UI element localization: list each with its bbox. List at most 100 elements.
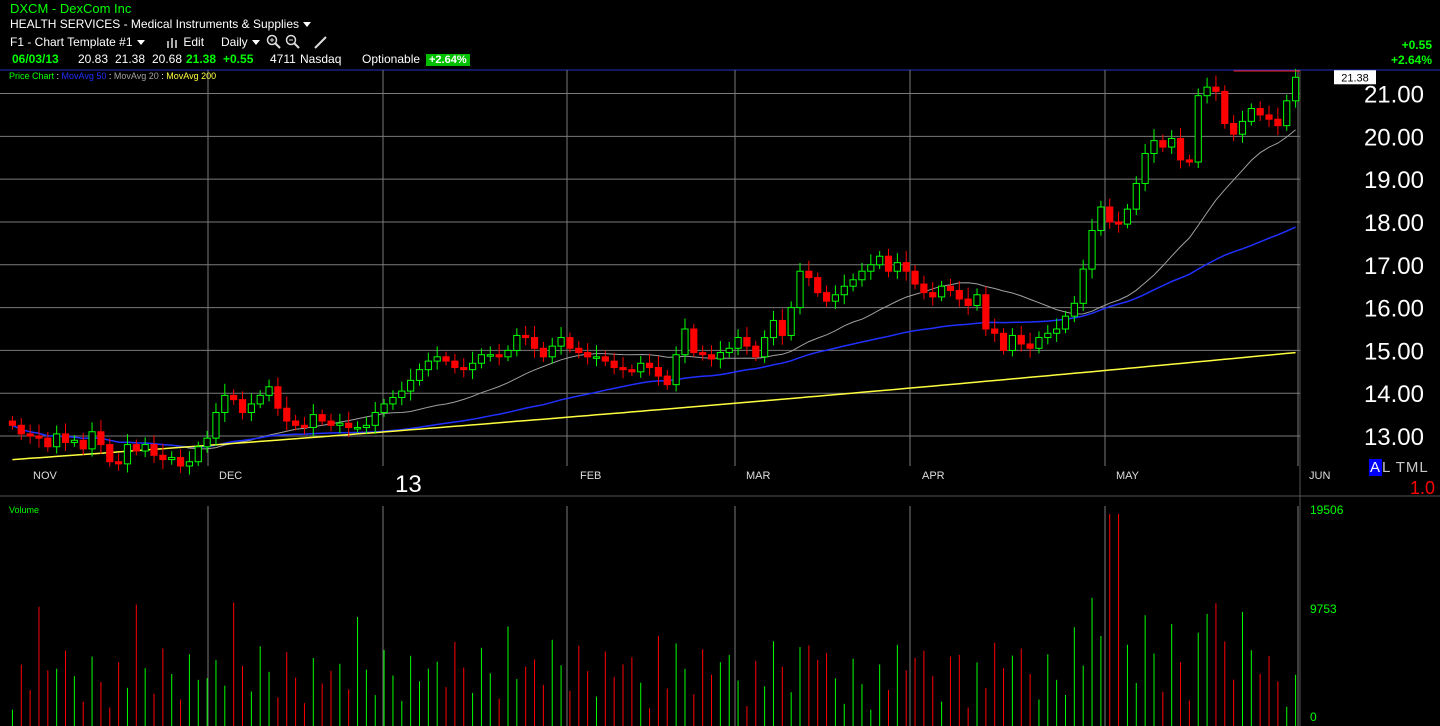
- candle-body: [1185, 159, 1193, 163]
- candle-body: [274, 386, 282, 409]
- candle-body: [893, 262, 901, 272]
- candle-body: [796, 270, 804, 309]
- candle-body: [265, 386, 273, 396]
- zoom-out-button[interactable]: [285, 34, 301, 53]
- candle-body: [575, 347, 583, 354]
- price-tick-label: 14.00: [1364, 381, 1424, 408]
- zoom-in-button[interactable]: [266, 34, 282, 53]
- candle-body: [955, 289, 963, 300]
- pct-change-badge: +2.64%: [426, 52, 470, 67]
- month-label: JUN: [1309, 470, 1330, 482]
- draw-tool-button[interactable]: [313, 34, 329, 53]
- candle-body: [309, 414, 317, 428]
- candle-body: [230, 394, 238, 401]
- candle-body: [1265, 114, 1273, 120]
- candle-body: [663, 375, 671, 386]
- month-label: 13: [395, 471, 422, 498]
- candle-body: [1203, 86, 1211, 97]
- scale-ratio: 1.0: [1410, 478, 1436, 498]
- candle-body: [716, 352, 724, 360]
- edit-button[interactable]: Edit: [166, 35, 204, 49]
- candle-body: [761, 337, 769, 358]
- candle-body: [1194, 95, 1202, 163]
- legend-price: Price Chart: [9, 71, 55, 81]
- price-tick-label: 16.00: [1364, 296, 1424, 323]
- candle-body: [1168, 137, 1176, 148]
- candle-body: [840, 285, 848, 296]
- candle-body: [353, 426, 362, 430]
- last-price-box: [1334, 70, 1376, 85]
- candle-body: [778, 319, 786, 336]
- candle-body: [1053, 328, 1061, 334]
- mode-a[interactable]: A: [1369, 459, 1383, 476]
- candle-body: [1291, 76, 1300, 102]
- candle-body: [858, 270, 866, 281]
- template-dropdown[interactable]: F1 - Chart Template #1: [10, 35, 145, 49]
- symbol-title: DXCM - DexCom Inc: [10, 1, 132, 16]
- chart-header: DXCM - DexCom Inc HEALTH SERVICES - Medi…: [0, 0, 1440, 70]
- candle-body: [938, 285, 946, 298]
- candle-body: [1247, 108, 1255, 122]
- candle-body: [725, 347, 733, 354]
- candle-body: [495, 354, 503, 358]
- chevron-down-icon: [303, 22, 311, 28]
- period-label: Daily: [221, 35, 248, 49]
- candle-body: [743, 337, 751, 347]
- period-dropdown[interactable]: Daily: [221, 35, 260, 49]
- candle-body: [150, 444, 158, 456]
- candle-body: [902, 262, 910, 272]
- candle-body: [876, 255, 884, 266]
- price-tick-label: 17.00: [1364, 253, 1424, 280]
- candle-body: [238, 399, 247, 413]
- optionable-label: Optionable: [362, 52, 421, 66]
- candle-body: [1221, 90, 1229, 125]
- candle-body: [752, 345, 760, 358]
- candle-body: [1017, 334, 1025, 345]
- zoom-out-icon: [285, 34, 300, 49]
- chart-legend: Price Chart : MovAvg 50 : MovAvg 20 : Mo…: [9, 71, 216, 82]
- candle-body: [1159, 140, 1167, 148]
- candle-body: [106, 444, 114, 463]
- legend-ma200: MovAvg 200: [166, 71, 217, 81]
- quote-date: 06/03/13: [12, 52, 59, 66]
- candle-body: [424, 360, 432, 371]
- candle-body: [362, 424, 370, 428]
- candle-body: [468, 362, 477, 371]
- chevron-down-icon: [251, 40, 260, 46]
- volume-tick-label: 0: [1310, 710, 1317, 724]
- candle-body: [221, 394, 229, 413]
- candle-body: [433, 356, 441, 362]
- candle-body: [203, 437, 211, 448]
- price-tick-label: 21.00: [1364, 82, 1424, 109]
- candle-body: [530, 337, 539, 349]
- candle-body: [194, 446, 202, 463]
- side-change: +0.55: [1401, 38, 1432, 52]
- scale-mode-toggles[interactable]: AL TML: [1369, 459, 1429, 476]
- candle-body: [88, 431, 96, 450]
- quote-high: 21.38: [115, 52, 146, 66]
- quote-open: 20.83: [78, 52, 109, 66]
- candle-body: [132, 444, 140, 452]
- candle-body: [1070, 302, 1078, 317]
- candle-body: [1061, 315, 1070, 330]
- candle-body: [867, 264, 875, 272]
- candle-body: [681, 328, 689, 356]
- candle-body: [1079, 268, 1087, 304]
- candle-body: [1114, 221, 1123, 225]
- candle-body: [539, 347, 547, 358]
- price-tick-label: 19.00: [1364, 167, 1424, 194]
- candle-body: [70, 439, 78, 443]
- mode-rest[interactable]: L TML: [1382, 459, 1429, 476]
- ma200-line: [12, 351, 1296, 461]
- legend-sep: :: [54, 71, 62, 81]
- candle-body: [300, 424, 309, 428]
- sector-dropdown[interactable]: HEALTH SERVICES - Medical Instruments & …: [10, 17, 311, 31]
- candle-body: [1026, 343, 1034, 349]
- price-tick-label: 20.00: [1364, 124, 1424, 151]
- candle-body: [1230, 123, 1238, 135]
- candle-body: [336, 422, 344, 426]
- chevron-down-icon: [136, 40, 145, 46]
- candle-body: [123, 444, 132, 465]
- candle-body: [327, 420, 335, 426]
